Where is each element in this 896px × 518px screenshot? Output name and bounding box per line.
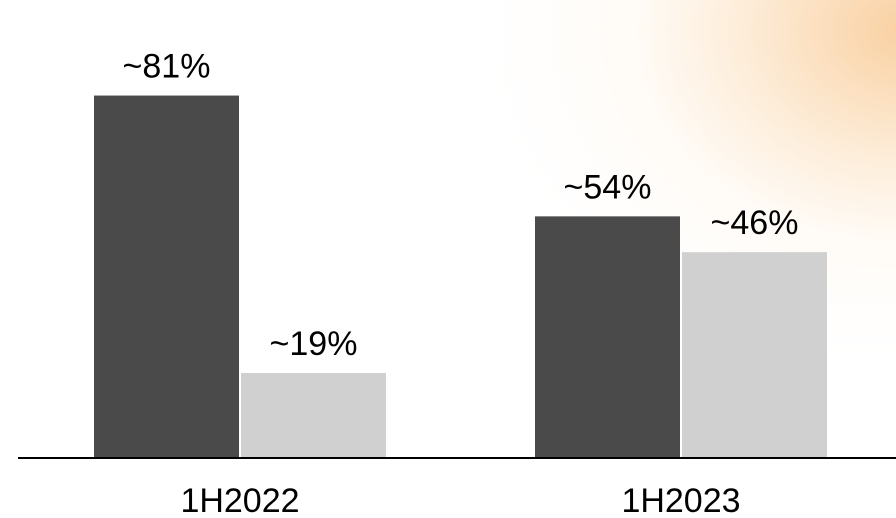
category-label-1H2022: 1H2022 <box>180 482 299 518</box>
bar-1H2022-series-1 <box>94 95 239 458</box>
bar-1H2023-series-1 <box>535 216 680 458</box>
value-labels-group: ~81% ~19% ~54% ~46% <box>123 48 799 363</box>
value-label-1H2022-series-1: ~81% <box>123 48 211 86</box>
bar-1H2022-series-2 <box>241 372 386 458</box>
category-labels-group: 1H2022 1H2023 <box>180 482 740 518</box>
value-label-1H2023-series-2: ~46% <box>711 204 799 242</box>
category-label-1H2023: 1H2023 <box>621 482 740 518</box>
bars-group <box>94 95 827 458</box>
bar-1H2023-series-2 <box>682 252 827 458</box>
value-label-1H2022-series-2: ~19% <box>270 325 358 363</box>
value-label-1H2023-series-1: ~54% <box>564 168 652 206</box>
